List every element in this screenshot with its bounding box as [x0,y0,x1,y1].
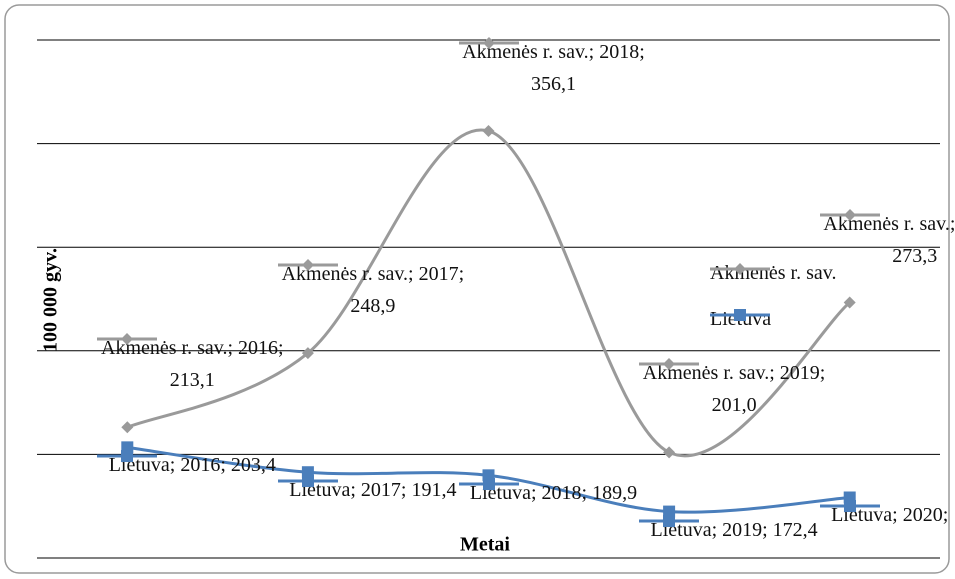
legend-key [97,450,158,463]
marker [301,347,314,360]
data-label-text: Akmenės r. sav.; 2020; 273,3 [823,212,955,267]
legend-item: Lietuva [710,308,771,331]
marker [734,309,746,321]
marker [663,446,676,459]
marker [301,259,314,272]
data-label: Akmenės r. sav.; 2020; 273,3 [819,208,955,272]
y-axis-label: 100 000 gyv. [40,248,62,352]
data-label-text: Akmenės r. sav.; 2017; 248,9 [281,263,465,318]
legend-key [710,309,770,321]
marker [663,358,676,371]
marker [843,500,856,513]
marker [121,421,134,434]
legend-key [458,478,519,491]
legend-key [710,263,770,275]
marker [482,478,495,491]
data-label-text: Akmenės r. sav.; 2018; 356,1 [462,40,645,95]
legend-item: Akmenės r. sav. [710,262,836,285]
data-label: Lietuva; 2017; 191,4 [277,474,468,506]
legend-key [639,358,700,371]
marker [663,514,676,527]
x-axis-label: Metai [460,534,510,556]
marker [482,124,495,137]
data-label-text: Akmenės r. sav.; 2016; 213,1 [101,337,284,392]
marker [121,333,134,346]
data-label-text: Lietuva; 2016; 203,4 [108,454,276,477]
legend-key [819,208,880,221]
data-label-text: Akmenės r. sav.; 2019; 201,0 [642,362,826,417]
data-label: Lietuva; 2020; 179,2 [819,499,955,531]
marker [843,296,856,309]
marker [121,450,134,463]
data-label-text: Lietuva; 2017; 191,4 [289,479,457,502]
legend-key [458,36,519,49]
legend-key [97,333,158,346]
data-label: Akmenės r. sav.; 2016; 213,1 [97,332,287,396]
data-label: Lietuva; 2018; 189,9 [458,477,649,509]
data-label: Akmenės r. sav.; 2019; 201,0 [639,357,829,421]
data-label-text: Lietuva; 2018; 189,9 [469,482,638,505]
legend-key [819,500,880,513]
marker [301,475,314,488]
marker [734,263,746,275]
legend-key [277,475,338,488]
data-label: Akmenės r. sav.; 2017; 248,9 [277,258,468,322]
data-label: Akmenės r. sav.; 2018; 356,1 [458,36,649,100]
marker [663,505,676,518]
marker [843,208,856,221]
legend-key [277,259,338,272]
data-label: Lietuva; 2019; 172,4 [639,514,829,546]
data-label: Lietuva; 2016; 203,4 [97,449,287,481]
series-line [126,128,851,458]
legend-key [639,514,700,527]
marker [482,36,495,49]
data-label-text: Lietuva; 2019; 172,4 [650,518,818,541]
frame [4,4,950,574]
data-label-text: Lietuva; 2020; 179,2 [831,504,955,527]
